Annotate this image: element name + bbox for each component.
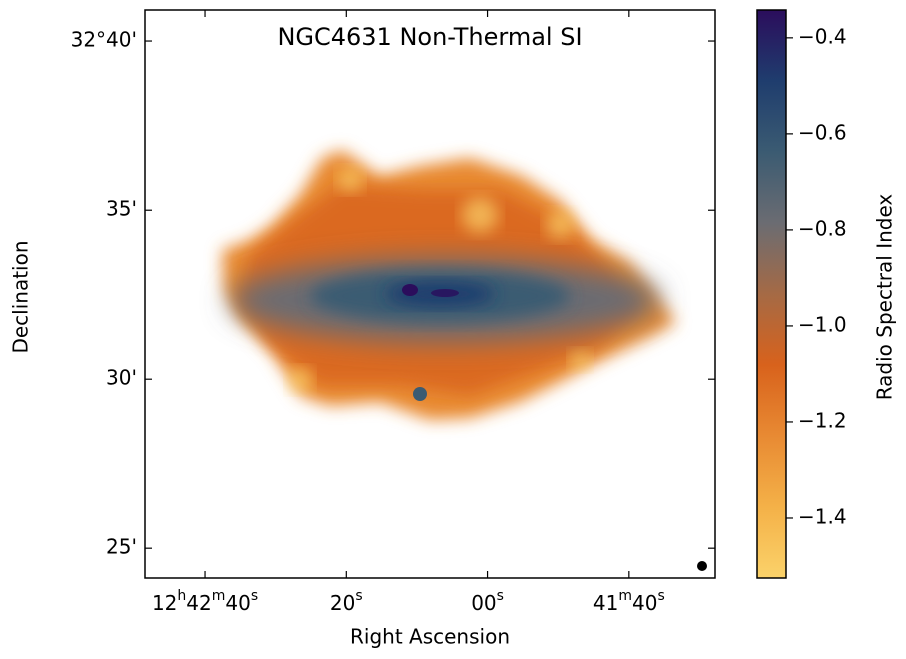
x-axis-label: Right Ascension [350,625,510,649]
y-axis-label: Declination [9,240,33,353]
y-tick-label: 30' [106,366,137,390]
y-tick-label: 32°40' [71,28,137,52]
colorbar-tick-label: −1.0 [798,312,847,336]
axes-frame [144,9,716,579]
galaxy-image [222,150,676,420]
colorbar [756,9,787,579]
colorbar-tick-label: −0.4 [798,24,847,48]
colorbar-label: Radio Spectral Index [873,194,897,401]
core-spot [402,284,418,296]
colorbar-tick-label: −0.6 [798,120,847,144]
x-tick-label: 41m40s [593,588,665,615]
beam [697,561,707,571]
x-tick-label: 20s [330,588,363,615]
colorbar-tick-label: −1.4 [798,504,847,528]
chart-title: NGC4631 Non-Thermal SI [277,23,582,51]
emission-patch [338,168,362,192]
emission-patch [570,350,590,370]
emission-patch [546,211,574,239]
blob [413,387,427,401]
emission-patch [288,368,312,392]
y-tick-label: 25' [106,535,137,559]
x-tick-label: 00s [471,588,504,615]
core-spot [431,289,459,297]
colorbar-tick-label: −1.2 [798,408,847,432]
emission-patch [462,197,498,233]
y-tick-label: 35' [106,197,137,221]
colorbar-tick-label: −0.8 [798,216,847,240]
x-tick-label: 12h42m40s [152,588,258,615]
